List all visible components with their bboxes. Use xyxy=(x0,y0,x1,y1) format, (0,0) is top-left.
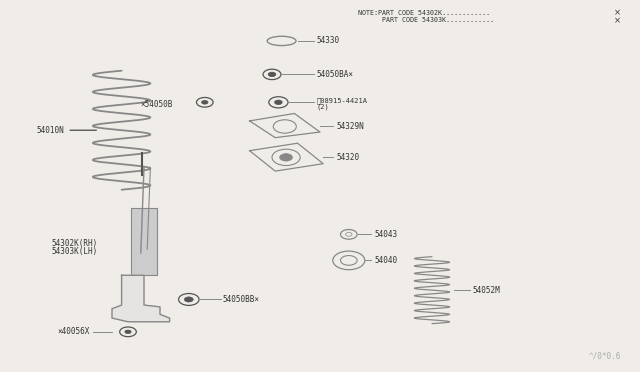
Text: PART CODE 54303K............: PART CODE 54303K............ xyxy=(358,17,495,23)
Text: ×: × xyxy=(614,9,621,17)
Text: 54330: 54330 xyxy=(317,36,340,45)
Text: Ⓢ08915-4421A: Ⓢ08915-4421A xyxy=(317,98,368,105)
Text: 54052M: 54052M xyxy=(472,286,500,295)
Polygon shape xyxy=(112,275,170,322)
Text: ^/0*0.6: ^/0*0.6 xyxy=(589,352,621,361)
Text: ×: × xyxy=(614,16,621,25)
Text: 54303K(LH): 54303K(LH) xyxy=(51,247,97,256)
Circle shape xyxy=(268,72,276,77)
Circle shape xyxy=(125,330,131,334)
Text: 54329N: 54329N xyxy=(336,122,364,131)
Text: NOTE:PART CODE 54302K............: NOTE:PART CODE 54302K............ xyxy=(358,10,490,16)
Text: 54050BB×: 54050BB× xyxy=(223,295,260,304)
Bar xyxy=(131,208,157,275)
Text: ×40056X: ×40056X xyxy=(57,327,90,336)
Circle shape xyxy=(184,297,193,302)
Text: 54043: 54043 xyxy=(374,230,397,239)
Text: 54010N: 54010N xyxy=(36,126,64,135)
Text: (2): (2) xyxy=(317,104,330,110)
Text: 54050BA×: 54050BA× xyxy=(317,70,354,79)
Text: 54320: 54320 xyxy=(336,153,359,162)
Text: ×54050B: ×54050B xyxy=(140,100,173,109)
Circle shape xyxy=(202,100,208,104)
Circle shape xyxy=(275,100,282,105)
Text: 54040: 54040 xyxy=(374,256,397,265)
Circle shape xyxy=(280,154,292,161)
Text: 54302K(RH): 54302K(RH) xyxy=(51,239,97,248)
